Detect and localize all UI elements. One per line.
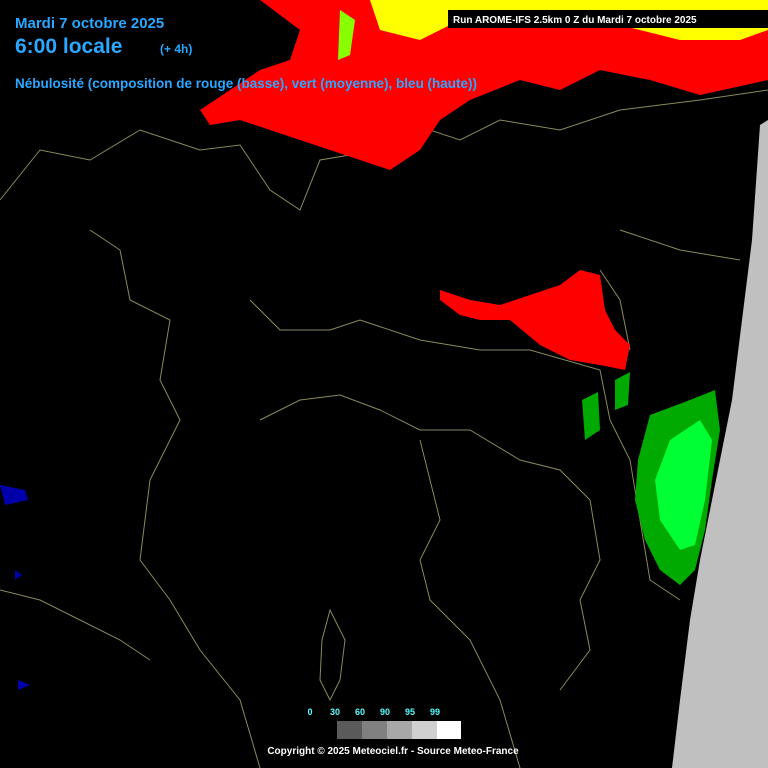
subtitle: Nébulosité (composition de rouge (basse)… [15, 76, 477, 91]
copyright: Copyright © 2025 Meteociel.fr - Source M… [267, 746, 519, 757]
legend-swatch [412, 721, 437, 739]
forecast-offset: (+ 4h) [160, 42, 192, 56]
mid-cloud [582, 372, 630, 440]
run-box [448, 10, 768, 28]
legend: 0 30 60 90 95 99 [307, 707, 461, 739]
local-time: 6:00 locale [15, 35, 122, 58]
out-of-domain [672, 120, 768, 768]
clouds [0, 0, 768, 690]
border-line [419, 439, 521, 768]
border-line [599, 229, 741, 351]
legend-label: 0 [307, 707, 312, 717]
legend-label: 95 [405, 707, 415, 717]
low-cloud [440, 270, 630, 370]
date: Mardi 7 octobre 2025 [15, 15, 164, 32]
legend-label: 90 [380, 707, 390, 717]
legend-swatch [437, 721, 461, 739]
border-line [0, 89, 768, 211]
mixed-cloud [338, 10, 355, 60]
legend-label: 99 [430, 707, 440, 717]
legend-label: 60 [355, 707, 365, 717]
legend-swatch [337, 721, 362, 739]
run-info: Run AROME-IFS 2.5km 0 Z du Mardi 7 octob… [453, 15, 697, 26]
coast-line [319, 608, 346, 702]
border-line [259, 394, 601, 691]
border-line [89, 229, 261, 768]
legend-swatch [387, 721, 412, 739]
legend-label: 30 [330, 707, 340, 717]
mid-cloud [655, 420, 712, 550]
legend-swatch [362, 721, 387, 739]
coast-line [0, 589, 151, 661]
borders [0, 89, 768, 768]
